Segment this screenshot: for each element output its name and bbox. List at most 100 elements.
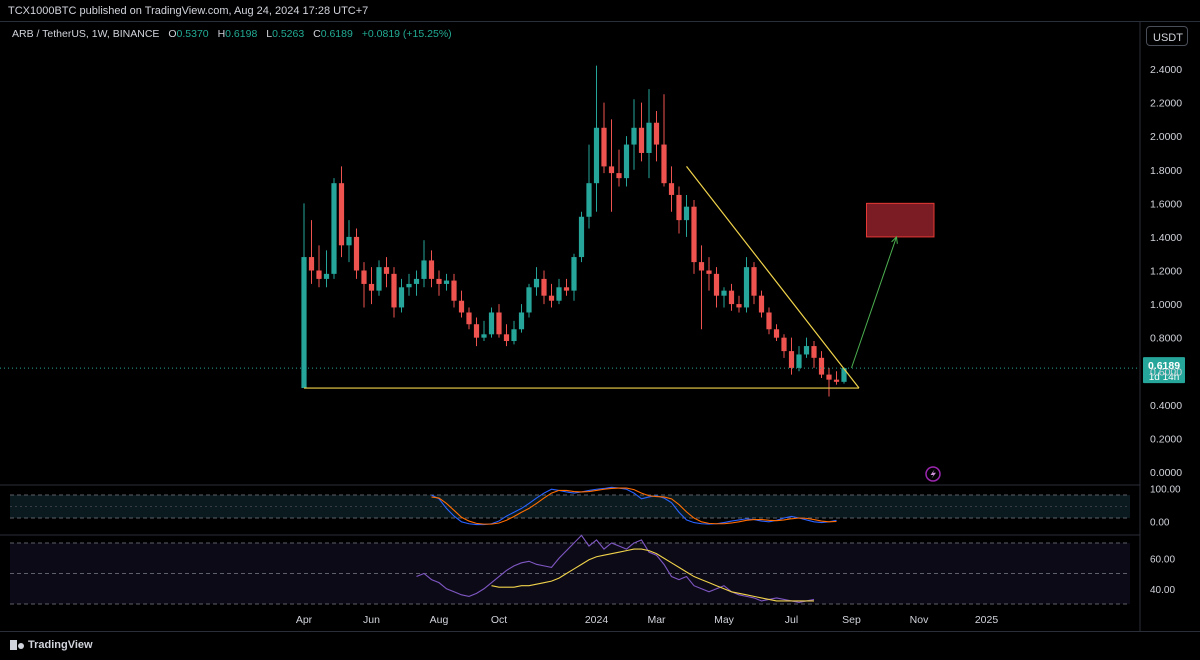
lightning-icon	[925, 466, 941, 482]
candle-body	[586, 183, 592, 217]
candle-body	[428, 260, 435, 279]
candle-body	[571, 257, 577, 291]
candle-body	[383, 267, 390, 274]
low-label: L	[266, 28, 273, 40]
candle-body	[496, 312, 502, 335]
rsi-tick-label: 40.00	[1150, 585, 1175, 596]
candle-body	[736, 304, 742, 308]
candle-body	[773, 329, 780, 338]
candle-body	[781, 337, 787, 352]
candle-body	[578, 216, 585, 258]
axes: 0.0000 0.2000 0.4000 0.6000 0.8000 1.0000 1.20…	[296, 64, 1182, 626]
candle-body	[338, 183, 345, 246]
y-tick-label: 2.4000	[1150, 64, 1182, 76]
candle-body	[413, 278, 420, 284]
candle-body	[421, 260, 427, 279]
candle-body	[556, 287, 562, 301]
y-tick-label: 0.4000	[1150, 400, 1182, 412]
candle-body	[601, 127, 607, 167]
candle-body	[676, 194, 682, 221]
lightning-icon-bolt	[930, 469, 936, 479]
grid-layer	[0, 22, 1141, 632]
change-value: +0.0819 (+15.25%)	[361, 28, 452, 40]
candle-body	[361, 270, 367, 284]
candle-body	[481, 334, 487, 338]
currency-button[interactable]: USDT	[1146, 26, 1188, 46]
y-tick-label: 0.8000	[1150, 333, 1182, 345]
close-label: C	[313, 28, 321, 40]
x-tick-label: Mar	[647, 614, 666, 626]
low-value: 0.5263	[272, 28, 305, 40]
y-tick-label: 1.2000	[1150, 266, 1182, 278]
x-tick-label: Sep	[842, 614, 861, 626]
candle-body	[488, 312, 495, 335]
candle-body	[511, 329, 517, 342]
candle-body	[691, 206, 697, 263]
candle-body	[518, 312, 525, 330]
rsi-line	[416, 534, 815, 604]
candle-body	[788, 351, 795, 368]
candle-body	[818, 357, 825, 375]
candle-body	[766, 312, 772, 330]
symbol-name: ARB / TetherUS, 1W, BINANCE	[12, 28, 160, 40]
candle-body	[526, 287, 532, 313]
candle-body	[353, 236, 360, 271]
y-tick-label: 2.0000	[1150, 131, 1182, 143]
candle-body	[301, 257, 307, 389]
candle-body	[721, 290, 727, 296]
candle-body	[668, 183, 675, 195]
candle-body	[713, 273, 720, 296]
indicators	[10, 486, 1130, 605]
tradingview-logo-icon	[10, 640, 24, 650]
y-tick-label: 0.2000	[1150, 433, 1182, 445]
target-zone-box	[866, 202, 935, 238]
candle-body	[841, 368, 847, 382]
publisher-text: TCX1000BTC published on TradingView.com,…	[8, 5, 369, 17]
candle-body	[376, 267, 382, 291]
candle-body	[743, 267, 750, 308]
tradingview-brand: TradingView	[28, 639, 93, 651]
x-tick-label: May	[714, 614, 735, 626]
candle-body	[503, 334, 510, 342]
candle-body	[796, 354, 802, 368]
tradingview-logo[interactable]: TradingView	[10, 639, 93, 651]
candles	[301, 65, 847, 397]
candle-body	[593, 127, 600, 184]
x-tick-label: Aug	[430, 614, 449, 626]
candle-body	[706, 270, 712, 274]
candle-body	[653, 122, 660, 145]
open-value: 0.5370	[176, 28, 209, 40]
candle-body	[758, 295, 765, 313]
descending-trendline	[686, 166, 860, 389]
candle-body	[826, 374, 832, 380]
candle-body	[398, 287, 405, 308]
candle-body	[436, 278, 442, 284]
y-tick-label: 1.0000	[1150, 299, 1182, 311]
projection-arrow-head	[891, 235, 898, 244]
candle-body	[368, 283, 375, 291]
candle-body	[541, 278, 547, 296]
lightning-icon-ring	[925, 466, 941, 482]
stoch-k-line	[431, 486, 837, 526]
price-badge-bg	[1143, 357, 1185, 384]
stoch-tick-label: 100.00	[1150, 484, 1181, 495]
rsi-ma-line	[491, 548, 814, 602]
price-badge-countdown: 1d 14h	[1149, 372, 1180, 383]
symbol-legend: ARB / TetherUS, 1W, BINANCE O0.5370 H0.6…	[12, 28, 452, 40]
candle-body	[563, 287, 570, 291]
price-badge-price: 0.6189	[1148, 360, 1180, 372]
y-tick-label: 1.4000	[1150, 232, 1182, 244]
candle-body	[683, 206, 690, 221]
publisher-header: TCX1000BTC published on TradingView.com,…	[0, 0, 1200, 22]
high-label: H	[217, 28, 226, 40]
x-tick-label: Nov	[910, 614, 929, 626]
candle-body	[631, 127, 637, 145]
open-label: O	[168, 28, 177, 40]
x-tick-label: Oct	[491, 614, 507, 626]
candle-body	[406, 283, 412, 288]
candle-body	[323, 273, 330, 279]
candle-body	[548, 295, 555, 301]
candle-body	[451, 280, 457, 301]
